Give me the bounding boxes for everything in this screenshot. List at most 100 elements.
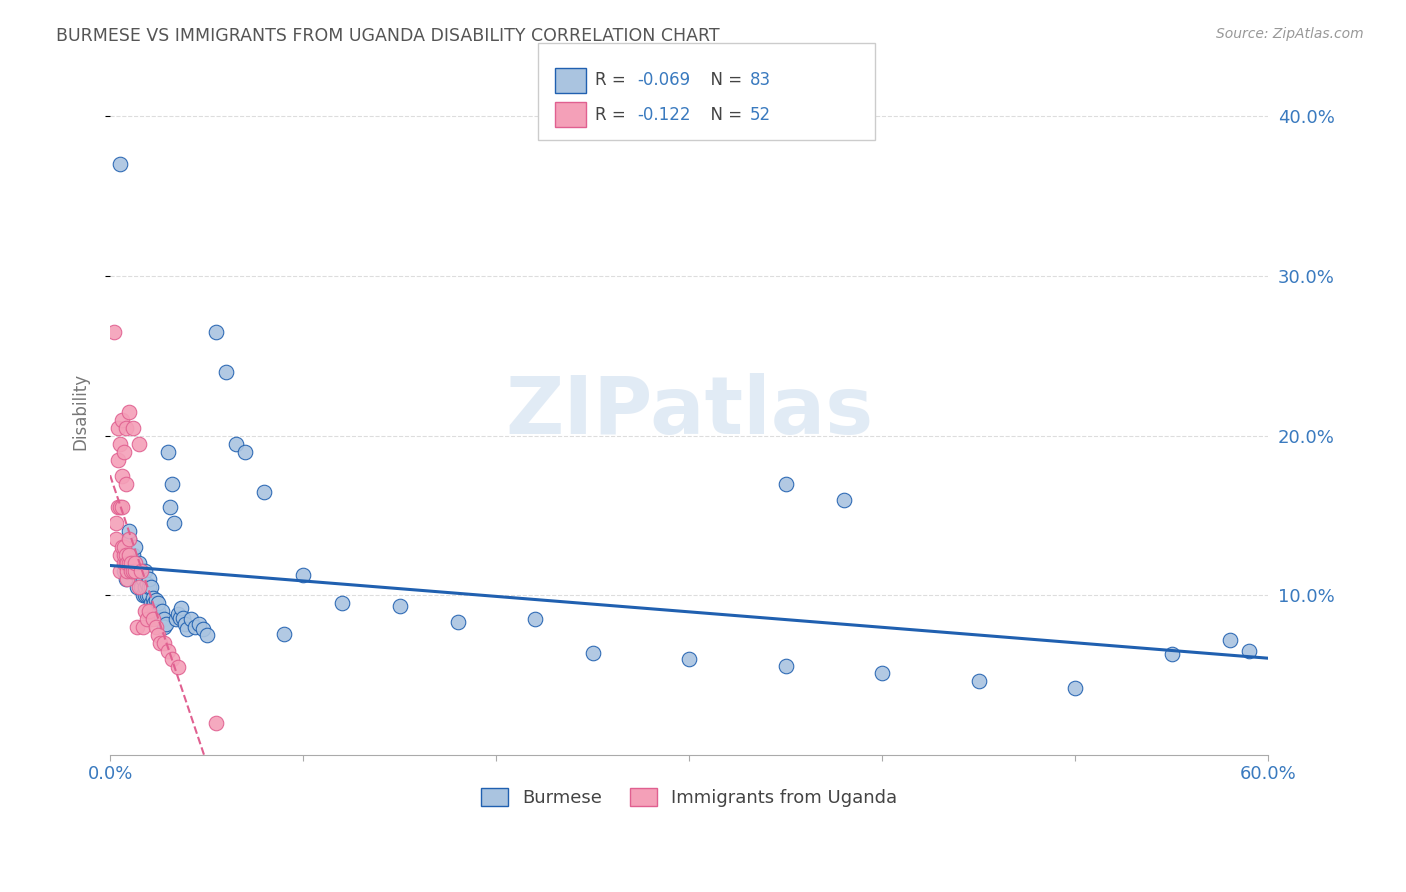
Point [141,599,163,614]
Point [128,436,150,450]
Text: N =: N = [700,106,748,124]
Point [108,157,131,171]
Point [104,533,127,547]
Point [215,365,238,379]
Point [180,612,202,626]
Point [446,615,468,630]
Point [120,565,142,579]
Point [166,607,188,622]
Point [122,549,145,563]
Point [108,565,131,579]
Point [118,533,141,547]
Point [225,436,247,450]
Point [134,588,156,602]
Text: N =: N = [700,71,748,89]
Point [156,444,179,458]
Point [139,596,162,610]
Text: R =: R = [595,71,631,89]
Text: R =: R = [595,106,631,124]
Point [176,622,198,636]
Point [122,420,145,434]
Point [112,541,135,555]
Point [143,604,166,618]
Point [120,565,142,579]
Point [111,500,134,515]
Point [149,612,172,626]
Point [191,622,214,636]
Point [172,610,194,624]
Point [155,617,177,632]
Text: -0.069: -0.069 [637,71,690,89]
Point [127,580,149,594]
Point [1237,644,1260,658]
Point [143,596,166,610]
Point [122,565,145,579]
Point [141,591,163,606]
Point [160,652,183,666]
Point [117,572,139,586]
Point [124,565,146,579]
Point [129,580,152,594]
Point [150,604,173,618]
Point [1160,648,1182,662]
Text: 52: 52 [749,106,770,124]
Point [112,444,135,458]
Point [111,413,134,427]
Point [132,620,155,634]
Point [145,620,167,634]
Point [138,588,160,602]
Point [134,565,156,579]
Point [832,492,855,507]
Point [153,636,176,650]
Point [870,666,893,681]
Point [117,557,139,571]
Point [128,557,150,571]
Point [156,644,179,658]
Y-axis label: Disability: Disability [72,373,89,450]
Point [118,524,141,539]
Point [170,601,193,615]
Point [124,541,146,555]
Point [132,588,155,602]
Point [145,607,167,622]
Point [120,557,142,571]
Point [145,593,167,607]
Point [134,604,156,618]
Point [107,420,129,434]
Point [107,500,129,515]
Point [108,436,131,450]
Point [233,444,256,458]
Point [166,660,188,674]
Point [184,620,207,634]
Point [775,658,797,673]
Point [205,716,228,731]
Point [114,549,136,563]
Point [124,557,146,571]
Point [135,577,157,591]
Point [114,420,136,434]
Point [112,565,135,579]
Point [128,565,150,579]
Point [118,549,141,563]
Point [330,596,353,610]
Point [111,468,134,483]
Point [124,565,146,579]
Point [148,628,170,642]
Point [117,557,139,571]
Point [159,500,181,515]
Point [775,476,797,491]
Point [114,476,136,491]
Point [104,516,127,531]
Point [103,325,125,339]
Point [114,572,136,586]
Point [138,580,160,594]
Point [169,610,191,624]
Point [134,580,156,594]
Point [153,612,176,626]
Point [1219,632,1241,647]
Point [678,652,700,666]
Point [132,572,155,586]
Point [108,549,131,563]
Point [129,565,152,579]
Point [139,580,162,594]
